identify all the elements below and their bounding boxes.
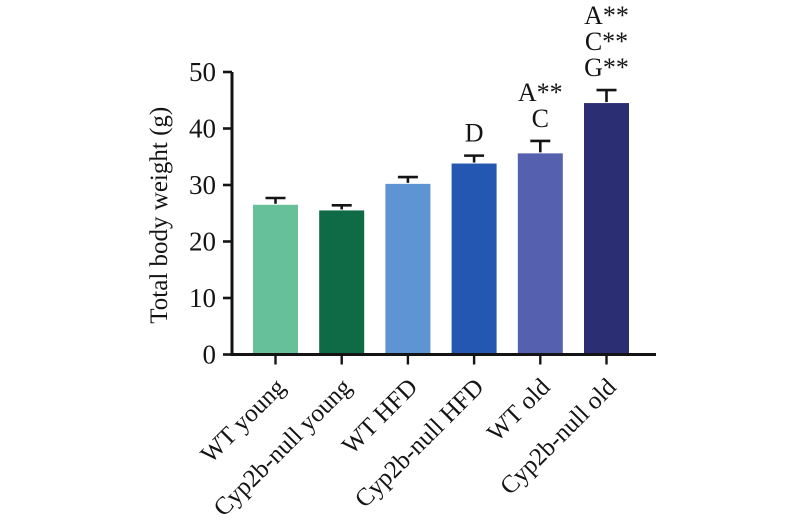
y-tick-label-20: 20 (189, 227, 216, 257)
bar-wt-young (253, 204, 298, 355)
y-tick-label-50: 50 (189, 57, 216, 87)
y-tick-label-10: 10 (189, 283, 216, 313)
significance-label-cyp2b-null-hfd-0: D (465, 119, 484, 148)
bar-wt-hfd (385, 183, 431, 355)
y-axis-title: Total body weight (g) (146, 107, 173, 324)
significance-label-wt-old-0: A** (518, 78, 563, 107)
significance-label-cyp2b-null-old-0: A** (584, 1, 629, 30)
y-tick-label-40: 40 (189, 114, 216, 144)
significance-label-cyp2b-null-old-1: C** (585, 27, 628, 56)
bar-cyp2b-null-young (319, 210, 365, 355)
bar-wt-old (517, 153, 563, 355)
bar-cyp2b-null-old (584, 103, 629, 355)
y-tick-label-30: 30 (189, 170, 216, 200)
significance-label-wt-old-1: C (532, 104, 549, 133)
x-category-label-cyp2b-null-old: Cyp2b-null old (495, 373, 622, 500)
significance-label-cyp2b-null-old-2: G** (584, 53, 629, 82)
y-tick-label-0: 0 (203, 340, 217, 370)
bar-cyp2b-null-hfd (451, 163, 497, 355)
